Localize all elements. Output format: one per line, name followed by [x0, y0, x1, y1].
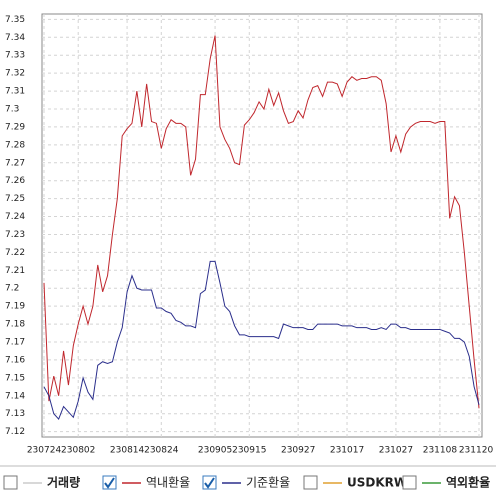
y-tick-label: 7.25	[5, 194, 25, 204]
x-tick-label: 231017	[330, 446, 364, 456]
x-tick-label: 230905	[198, 446, 232, 456]
y-tick-label: 7.22	[5, 248, 25, 258]
y-tick-label: 7.18	[5, 320, 25, 330]
plot-frame	[41, 13, 483, 438]
legend-checkbox[interactable]	[3, 475, 18, 490]
y-tick-label: 7.28	[5, 140, 25, 150]
x-tick-label: 230915	[232, 446, 266, 456]
y-tick-label: 7.29	[5, 122, 25, 132]
legend-label: USDKRW	[347, 476, 407, 490]
y-tick-label: 7.19	[5, 302, 25, 312]
y-tick-label: 7.12	[5, 427, 25, 437]
x-tick-label: 231120	[459, 446, 494, 456]
legend-checkbox[interactable]	[102, 475, 117, 490]
x-tick-label: 230802	[61, 446, 95, 456]
legend-label: 역내환율	[146, 476, 190, 490]
y-tick-label: 7.26	[5, 176, 25, 186]
y-tick-label: 7.17	[5, 338, 25, 348]
y-tick-label: 7.24	[5, 212, 25, 222]
x-tick-label: 230824	[144, 446, 179, 456]
y-tick-label: 7.31	[5, 87, 25, 97]
y-tick-label: 7.23	[5, 230, 25, 240]
x-tick-label: 231027	[379, 446, 413, 456]
legend-check	[204, 477, 215, 489]
series-line	[43, 260, 480, 421]
y-tick-label: 7.13	[5, 409, 25, 419]
legend-label: 거래량	[47, 475, 80, 490]
y-tick-label: 7.21	[5, 266, 25, 276]
series-line	[43, 35, 480, 409]
legend-checkbox[interactable]	[202, 475, 217, 490]
legend-label: 기준환율	[246, 476, 290, 490]
y-tick-label: 7.15	[5, 373, 25, 383]
legend-check	[104, 477, 115, 489]
x-tick-label: 231108	[423, 446, 458, 456]
x-tick-label: 230814	[110, 446, 145, 456]
y-tick-label: 7.32	[5, 69, 25, 79]
y-tick-label: 7.3	[5, 104, 19, 114]
y-tick-label: 7.34	[5, 33, 25, 43]
y-tick-label: 7.14	[5, 391, 25, 401]
legend-label: 역외환율	[446, 475, 490, 490]
y-tick-label: 7.16	[5, 355, 25, 365]
x-tick-label: 230927	[281, 446, 315, 456]
x-tick-label: 230724	[27, 446, 62, 456]
y-tick-label: 7.35	[5, 15, 25, 25]
legend-checkbox[interactable]	[303, 475, 318, 490]
y-tick-label: 7.27	[5, 158, 25, 168]
y-tick-label: 7.33	[5, 51, 25, 61]
legend-checkbox[interactable]	[402, 475, 417, 490]
y-tick-label: 7.2	[5, 284, 19, 294]
